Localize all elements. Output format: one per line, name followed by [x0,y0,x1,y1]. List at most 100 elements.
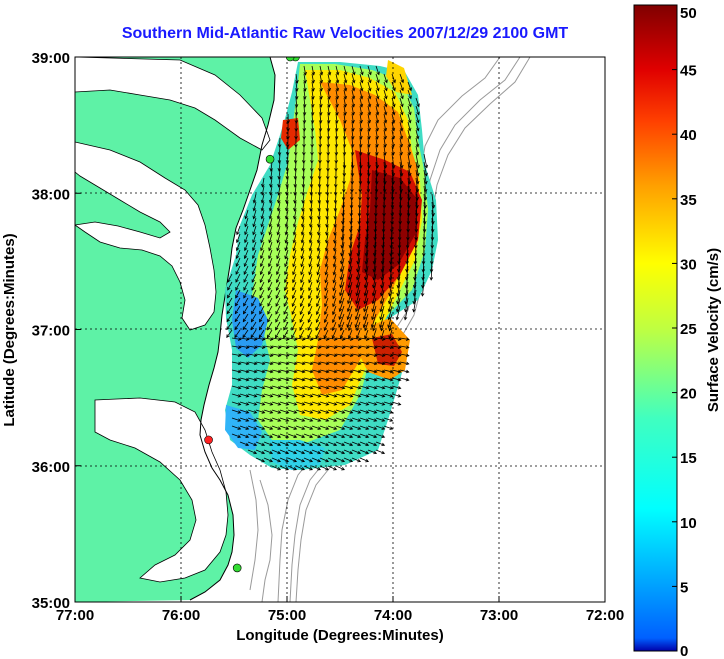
velocity-vector [380,289,385,304]
vector-arrowhead [343,103,347,108]
velocity-vector [327,361,337,365]
vector-arrowhead [333,394,338,398]
velocity-vector [380,329,385,339]
vector-arrowhead [292,215,297,220]
velocity-vector [423,201,426,216]
velocity-vector [383,177,386,192]
velocity-vector [375,145,378,155]
velocity-vector [407,169,411,184]
vector-arrowhead [332,303,336,308]
velocity-vector [358,217,361,232]
vector-arrowhead [347,335,352,340]
velocity-vector [351,337,361,340]
velocity-vector [334,201,337,211]
vector-arrowhead [309,199,313,204]
vector-arrowhead [325,337,330,341]
colorbar-tick-label: 25 [680,321,697,338]
vector-arrowhead [381,450,386,455]
velocity-vector [342,209,345,224]
vector-arrowhead [334,128,339,132]
vector-arrowhead [260,207,265,212]
velocity-vector [231,409,241,414]
velocity-vector [422,265,425,280]
vector-arrowhead [269,434,274,438]
velocity-vector [343,137,346,148]
vector-arrowhead [269,345,274,349]
vector-arrowhead [301,458,306,463]
velocity-vector [423,217,426,233]
vector-arrowhead [302,104,307,108]
velocity-vector [318,193,321,203]
vector-arrowhead [277,434,282,438]
vector-arrowhead [267,303,271,307]
vector-arrowhead [293,353,298,358]
vector-arrowhead [365,418,370,422]
velocity-vector [380,297,385,312]
vector-arrowhead [383,135,387,140]
velocity-vector [243,289,249,299]
velocity-vector [341,233,345,248]
colorbar-tick-label: 45 [680,63,697,80]
vector-arrowhead [309,402,314,406]
velocity-vector [263,401,273,405]
vector-arrowhead [375,111,380,116]
vector-arrowhead [325,223,329,228]
vector-arrowhead [333,450,338,455]
velocity-vector [372,329,377,339]
vector-arrowhead [379,308,384,313]
velocity-vector [263,337,273,340]
velocity-vector [319,81,322,91]
velocity-vector [383,89,387,99]
velocity-vector [236,233,241,243]
vector-arrowhead [260,247,264,252]
velocity-vector [405,289,409,304]
vector-arrowhead [269,361,274,366]
velocity-vector [407,113,411,123]
velocity-vector [287,441,297,446]
vector-arrowhead [234,326,238,331]
vector-arrowhead [325,458,330,463]
velocity-vector [373,257,377,272]
vector-arrowhead [277,467,281,471]
velocity-vector [348,321,353,331]
vector-arrowhead [368,79,372,84]
vector-arrowhead [261,394,266,398]
vector-arrowhead [351,119,355,124]
velocity-vector [311,369,321,373]
velocity-vector [267,329,273,338]
velocity-vector [357,233,361,248]
vector-arrowhead [316,279,320,284]
velocity-vector [340,265,345,280]
vector-arrowhead [349,345,354,349]
velocity-vector [407,105,411,115]
velocity-vector [383,393,393,397]
velocity-vector [244,249,249,259]
velocity-vector [308,297,313,307]
vector-arrowhead [235,279,239,283]
vector-arrowhead [365,434,370,438]
vector-arrowhead [416,164,420,169]
velocity-vector [253,201,257,211]
velocity-vector [335,401,345,405]
velocity-vector [380,305,385,320]
vector-arrowhead [349,402,354,406]
vector-arrowhead [341,385,346,390]
vector-arrowhead [381,353,386,358]
velocity-vector [239,345,249,349]
velocity-vector [379,313,385,328]
velocity-vector [295,97,298,108]
vector-arrowhead [341,450,346,455]
vector-arrowhead [301,434,306,438]
velocity-vector [365,257,369,272]
velocity-vector [327,465,337,471]
vector-arrowhead [267,326,271,331]
velocity-vector [364,273,369,288]
hf-radar-stations [204,57,300,573]
vector-arrowhead [237,345,242,349]
vector-arrowhead [349,434,354,438]
velocity-vector [383,81,388,91]
vector-arrowhead [381,426,386,430]
vector-arrowhead [275,318,279,323]
velocity-vector [307,329,313,339]
velocity-vector [247,369,257,373]
